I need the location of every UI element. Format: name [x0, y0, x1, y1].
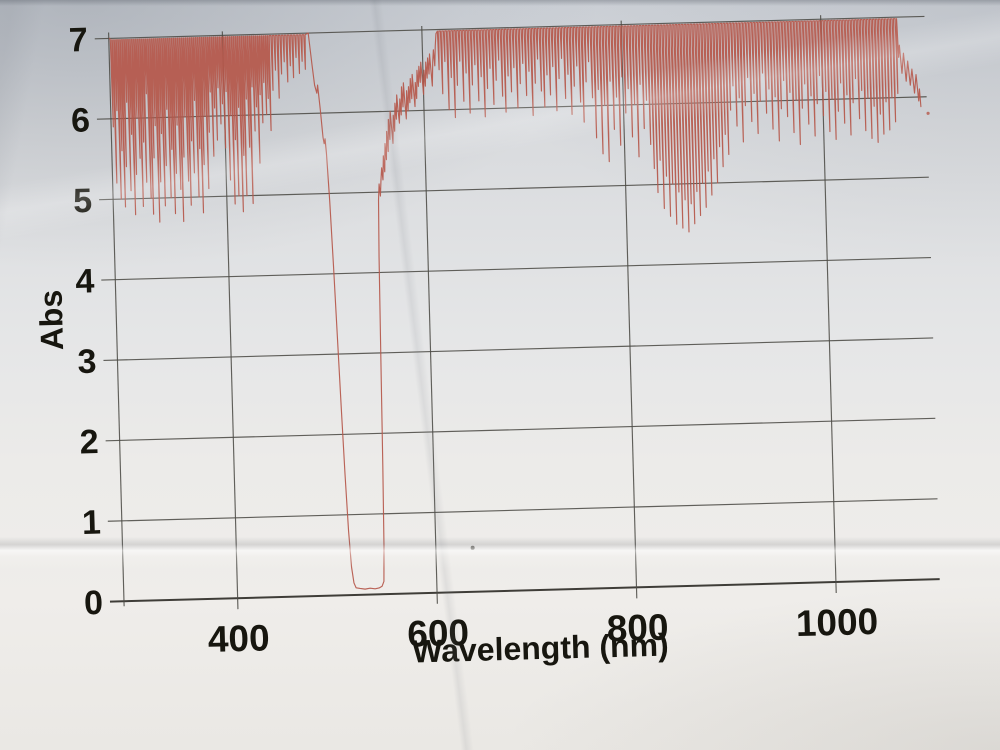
y-tick-label-0: 0 — [84, 584, 104, 622]
y-tick-label-6: 6 — [71, 101, 91, 139]
grid-line-600nm — [421, 25, 438, 604]
x-axis-line — [109, 578, 940, 603]
y-tick-label-3: 3 — [77, 343, 97, 381]
trace-layer — [109, 18, 922, 590]
x-tick-label-800: 800 — [606, 607, 669, 650]
grid-line-abs-5 — [99, 176, 929, 201]
spectrum-trace — [109, 18, 922, 590]
x-tick-label-400: 400 — [207, 617, 270, 660]
grid-line-abs-4 — [101, 257, 931, 281]
y-tick-label-4: 4 — [75, 262, 95, 301]
y-axis-title: Abs — [33, 289, 71, 350]
y-tick-label-1: 1 — [81, 503, 101, 541]
x-tick-label-600: 600 — [407, 612, 470, 655]
grid-line-abs-1 — [107, 498, 938, 522]
grid-line-800nm — [620, 20, 638, 599]
y-tick-label-7: 7 — [68, 21, 88, 59]
y-tick-label-5: 5 — [73, 182, 93, 220]
x-tick-label-1000: 1000 — [795, 601, 878, 644]
ink-speck-0 — [926, 111, 930, 115]
grid-line-abs-3 — [103, 337, 934, 361]
grid-line-abs-2 — [105, 417, 936, 442]
y-tick-label-2: 2 — [79, 423, 99, 461]
ink-speck-1 — [470, 545, 475, 550]
